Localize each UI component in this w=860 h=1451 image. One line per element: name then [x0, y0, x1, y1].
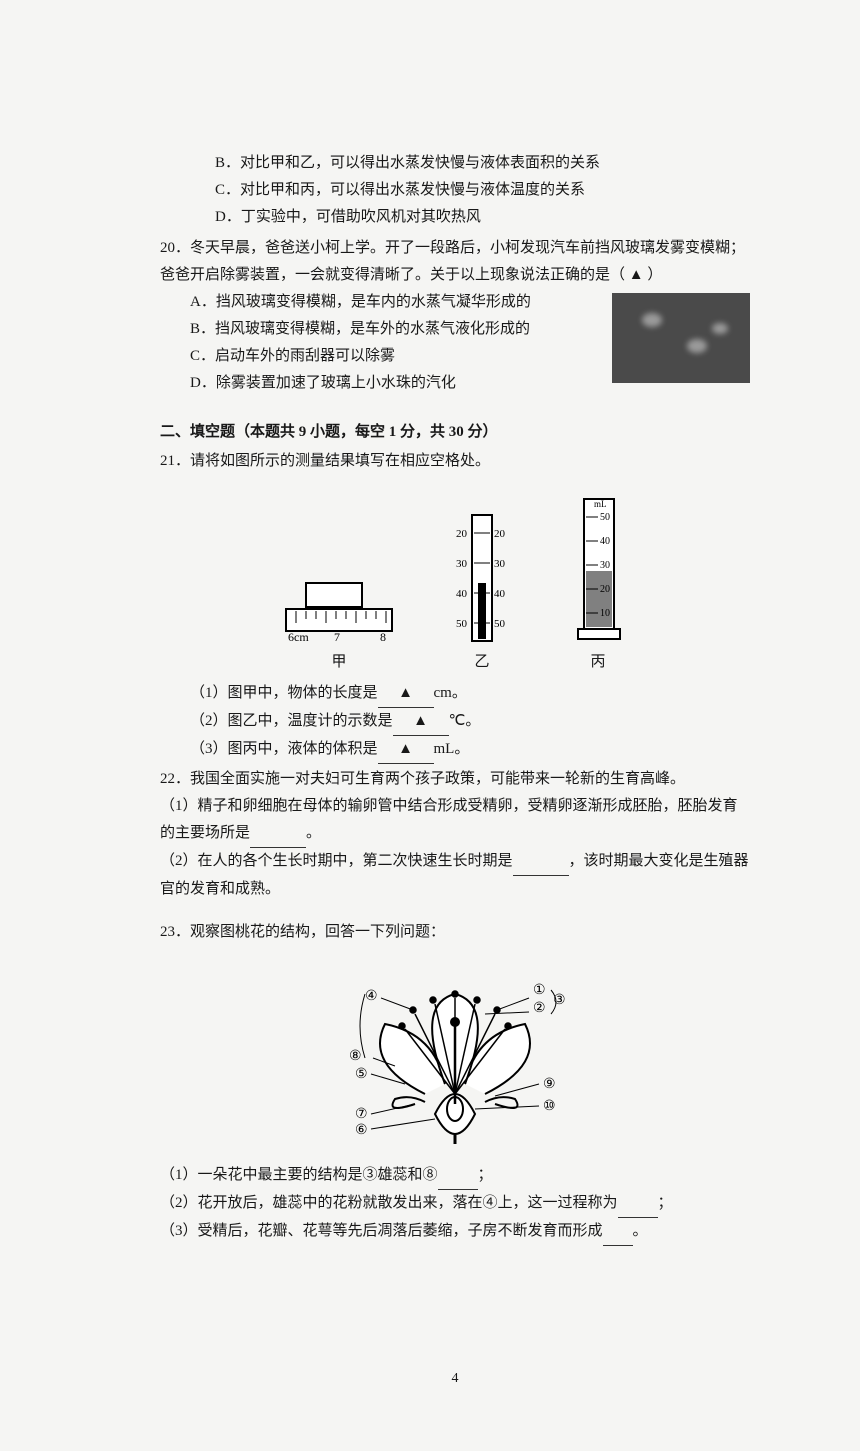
- svg-text:⑩: ⑩: [543, 1099, 556, 1114]
- svg-text:⑤: ⑤: [355, 1067, 368, 1082]
- blank: [438, 1162, 478, 1190]
- svg-text:20: 20: [600, 584, 610, 595]
- svg-text:50: 50: [456, 618, 468, 630]
- peach-flower-diagram: ④ ⑧ ⑤ ⑦ ⑥ ① ② ③ ⑨ ⑩: [160, 954, 750, 1154]
- page: B．对比甲和乙，可以得出水蒸发快慢与液体表面积的关系 C．对比甲和丙，可以得出水…: [0, 0, 860, 1451]
- blank: ▲: [378, 736, 434, 764]
- q19-option-c: C．对比甲和丙，可以得出水蒸发快慢与液体温度的关系: [215, 177, 750, 204]
- q21-num: 21．: [160, 453, 190, 469]
- q21-sub3: （3）图丙中，液体的体积是▲mL。: [190, 736, 750, 764]
- blank: ▲: [393, 708, 449, 736]
- svg-text:②: ②: [533, 1001, 546, 1016]
- q20-stem: 冬天早晨，爸爸送小柯上学。开了一段路后，小柯发现汽车前挡风玻璃发雾变模糊；爸爸开…: [160, 240, 745, 283]
- q22-sub2: （2）在人的各个生长时期中，第二次快速生长时期是 ，该时期最大变化是生殖器官的发…: [160, 848, 750, 903]
- svg-text:⑦: ⑦: [355, 1107, 368, 1122]
- svg-text:40: 40: [494, 588, 506, 600]
- svg-text:7: 7: [334, 630, 340, 643]
- q23-sub3: （3）受精后，花瓣、花萼等先后凋落后萎缩，子房不断发育而形成 。: [160, 1218, 750, 1246]
- svg-text:20: 20: [456, 528, 468, 540]
- q23: 23．观察图桃花的结构，回答一下列问题：: [160, 919, 750, 1246]
- page-number: 4: [160, 1366, 750, 1391]
- q22-sub1: （1）精子和卵细胞在母体的输卵管中结合形成受精卵，受精卵逐渐形成胚胎，胚胎发育的…: [160, 793, 750, 848]
- q21-figures: 6cm 7 8 甲 20 30: [160, 493, 750, 676]
- svg-text:⑨: ⑨: [543, 1077, 556, 1092]
- svg-text:6cm: 6cm: [288, 630, 309, 643]
- svg-text:30: 30: [494, 558, 506, 570]
- figure-bing: mL 50 40 30 20 10 丙: [570, 493, 626, 676]
- svg-text:mL: mL: [594, 499, 607, 509]
- svg-text:①: ①: [533, 983, 546, 998]
- q22-stem: 我国全面实施一对夫妇可生育两个孩子政策，可能带来一轮新的生育高峰。: [190, 771, 685, 787]
- section-2-header: 二、填空题（本题共 9 小题，每空 1 分，共 30 分）: [160, 419, 750, 446]
- q21-sub2: （2）图乙中，温度计的示数是▲℃。: [190, 708, 750, 736]
- svg-text:30: 30: [456, 558, 468, 570]
- q19-remaining-options: B．对比甲和乙，可以得出水蒸发快慢与液体表面积的关系 C．对比甲和丙，可以得出水…: [215, 150, 750, 231]
- figure-yi: 20 30 40 50 20 30 40 50 乙: [454, 513, 510, 676]
- svg-text:30: 30: [600, 560, 610, 571]
- caption-yi: 乙: [474, 649, 489, 676]
- foggy-window-photo: [612, 293, 750, 383]
- q21-stem: 请将如图所示的测量结果填写在相应空格处。: [190, 453, 490, 469]
- blank: [513, 848, 569, 876]
- caption-bing: 丙: [590, 649, 605, 676]
- q19-option-b: B．对比甲和乙，可以得出水蒸发快慢与液体表面积的关系: [215, 150, 750, 177]
- svg-text:⑥: ⑥: [355, 1123, 368, 1138]
- q20-num: 20．: [160, 240, 190, 256]
- q22-num: 22．: [160, 771, 190, 787]
- q21: 21．请将如图所示的测量结果填写在相应空格处。 6cm 7 8: [160, 448, 750, 764]
- svg-text:⑧: ⑧: [349, 1049, 362, 1064]
- ruler-icon: 6cm 7 8: [284, 581, 394, 643]
- svg-text:④: ④: [365, 989, 378, 1004]
- blank: ▲: [378, 680, 434, 708]
- svg-text:50: 50: [494, 618, 506, 630]
- figure-jia: 6cm 7 8 甲: [284, 581, 394, 676]
- svg-text:40: 40: [456, 588, 468, 600]
- q22: 22．我国全面实施一对夫妇可生育两个孩子政策，可能带来一轮新的生育高峰。 （1）…: [160, 766, 750, 903]
- blank: [250, 820, 306, 848]
- q19-option-d: D．丁实验中，可借助吹风机对其吹热风: [215, 204, 750, 231]
- caption-jia: 甲: [331, 649, 346, 676]
- thermometer-icon: 20 30 40 50 20 30 40 50: [454, 513, 510, 643]
- svg-text:50: 50: [600, 512, 610, 523]
- q21-sub1: （1）图甲中，物体的长度是▲cm。: [190, 680, 750, 708]
- q23-stem: 观察图桃花的结构，回答一下列问题：: [190, 924, 445, 940]
- q23-num: 23．: [160, 924, 190, 940]
- q20: 20．冬天早晨，爸爸送小柯上学。开了一段路后，小柯发现汽车前挡风玻璃发雾变模糊；…: [160, 235, 750, 397]
- q23-sub2: （2）花开放后，雄蕊中的花粉就散发出来，落在④上，这一过程称为 ；: [160, 1190, 750, 1218]
- svg-text:8: 8: [380, 630, 386, 643]
- blank: [603, 1218, 633, 1246]
- svg-text:40: 40: [600, 536, 610, 547]
- svg-text:20: 20: [494, 528, 506, 540]
- svg-text:10: 10: [600, 608, 610, 619]
- blank: [618, 1190, 658, 1218]
- graduated-cylinder-icon: mL 50 40 30 20 10: [570, 493, 626, 643]
- q23-sub1: （1）一朵花中最主要的结构是③雄蕊和⑧ ；: [160, 1162, 750, 1190]
